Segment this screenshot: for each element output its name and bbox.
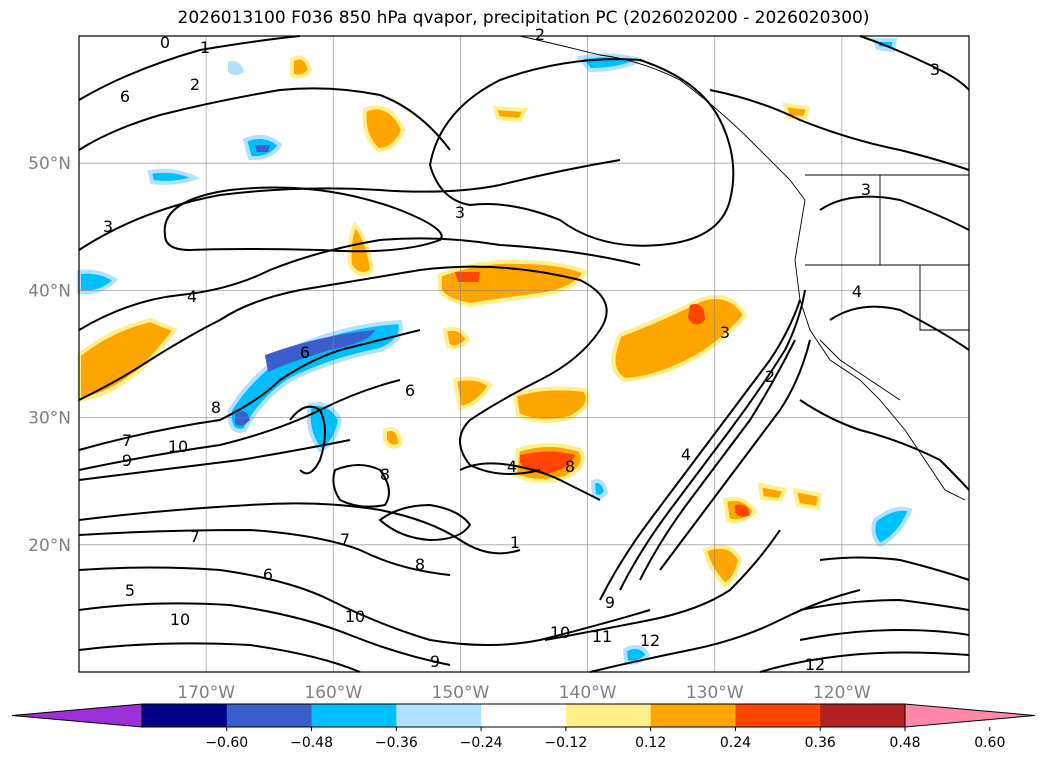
- contour-label: 8: [415, 555, 425, 574]
- contour-label: 6: [300, 343, 310, 362]
- lon-label: 120°W: [813, 683, 871, 703]
- contour-label: 3: [861, 180, 871, 199]
- lat-label: 30°N: [28, 409, 71, 429]
- lon-label: 130°W: [686, 683, 744, 703]
- contour-label: 2: [765, 367, 775, 386]
- colorbar-tick-label: −0.24: [460, 735, 503, 751]
- contour-label: 1: [200, 38, 210, 57]
- contour-label: 7: [340, 530, 350, 549]
- contour-label: 8: [565, 457, 575, 476]
- colorbar-segment: [142, 704, 228, 727]
- map-gridlines: [79, 36, 969, 672]
- colorbar-extend-low: [11, 703, 143, 728]
- lat-label: 20°N: [28, 536, 71, 556]
- contour-label: 8: [211, 398, 221, 417]
- contour-label: 0: [160, 33, 170, 52]
- longitude-labels: 170°W 160°W 150°W 140°W 130°W 120°W: [177, 683, 871, 703]
- colorbar-segment: [311, 704, 397, 727]
- map-panel: [79, 36, 969, 672]
- contour-label: 8: [380, 465, 390, 484]
- contour-label: 1: [510, 533, 520, 552]
- colorbar-segment: [396, 704, 482, 727]
- contour-label: 2: [190, 75, 200, 94]
- contour-label: 9: [122, 451, 132, 470]
- map-title: 2026013100 F036 850 hPa qvapor, precipit…: [177, 8, 870, 28]
- contour-label: 10: [550, 623, 570, 642]
- colorbar-frame: [141, 703, 906, 728]
- colorbar-tick-label: 0.48: [889, 735, 920, 751]
- qvapor-contours: [78, 35, 970, 673]
- colorbar-tick-label: −0.12: [544, 735, 587, 751]
- contour-label: 6: [120, 87, 130, 106]
- colorbar-tick-label: −0.60: [205, 735, 248, 751]
- contour-label: 3: [720, 323, 730, 342]
- contour-label: 12: [805, 655, 825, 674]
- map-frame: [78, 35, 970, 673]
- colorbar-tick-label: −0.36: [375, 735, 418, 751]
- contour-label: 5: [125, 581, 135, 600]
- contour-label: 4: [507, 457, 517, 476]
- colorbar-segment: [735, 704, 821, 727]
- colorbar-segment: [565, 704, 652, 727]
- colorbar-tick-label: 0.12: [635, 735, 666, 751]
- contour-label: 9: [430, 652, 440, 671]
- lat-label: 40°N: [28, 281, 71, 301]
- contour-label: 2: [535, 25, 545, 44]
- contour-label: 3: [930, 60, 940, 79]
- lat-label: 50°N: [28, 154, 71, 174]
- colorbar-segment: [226, 704, 313, 727]
- contour-label: 3: [455, 203, 465, 222]
- colorbar-segment: [650, 704, 736, 727]
- latitude-labels: 50°N 40°N 30°N 20°N: [28, 154, 71, 556]
- contour-label: 6: [263, 565, 273, 584]
- contour-label: 10: [168, 437, 188, 456]
- lon-label: 160°W: [304, 683, 362, 703]
- colorbar: −0.60 −0.48 −0.36 −0.24 −0.12 0.12 0.24 0.36 0.4…: [11, 703, 1036, 751]
- lon-label: 170°W: [177, 683, 235, 703]
- lon-label: 140°W: [559, 683, 617, 703]
- colorbar-extend-high: [904, 703, 1036, 728]
- colorbar-tick-label: 0.24: [720, 735, 751, 751]
- contour-label: 12: [640, 631, 660, 650]
- contour-label: 4: [681, 445, 691, 464]
- contour-label: 6: [405, 381, 415, 400]
- colorbar-tick-label: 0.60: [974, 735, 1005, 751]
- colorbar-tick-label: 0.36: [805, 735, 836, 751]
- contour-label: 9: [605, 593, 615, 612]
- contour-label: 3: [103, 217, 113, 236]
- precipitation-shading: [77, 38, 913, 665]
- colorbar-tick-label: −0.48: [290, 735, 333, 751]
- lon-label: 150°W: [432, 683, 490, 703]
- contour-label: 11: [592, 627, 612, 646]
- colorbar-segment: [481, 704, 567, 727]
- contour-label: 10: [170, 610, 190, 629]
- contour-label: 10: [345, 607, 365, 626]
- colorbar-segment: [820, 704, 906, 727]
- contour-label: 4: [852, 282, 862, 301]
- contour-label: 7: [190, 527, 200, 546]
- contour-label: 7: [122, 431, 132, 450]
- contour-label: 4: [187, 287, 197, 306]
